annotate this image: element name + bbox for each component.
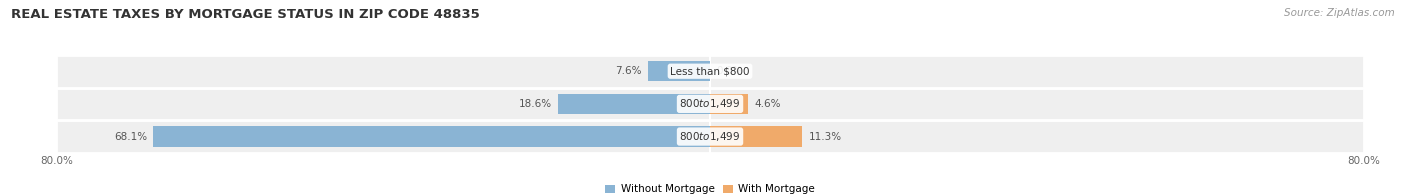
- Bar: [710, 126, 803, 147]
- Text: REAL ESTATE TAXES BY MORTGAGE STATUS IN ZIP CODE 48835: REAL ESTATE TAXES BY MORTGAGE STATUS IN …: [11, 8, 479, 21]
- Text: 68.1%: 68.1%: [114, 132, 148, 142]
- Bar: [710, 94, 748, 114]
- Bar: [153, 126, 710, 147]
- Text: 7.6%: 7.6%: [614, 66, 641, 76]
- Bar: [648, 61, 710, 81]
- Bar: [558, 94, 710, 114]
- Bar: [56, 88, 1364, 120]
- Text: 18.6%: 18.6%: [519, 99, 551, 109]
- Legend: Without Mortgage, With Mortgage: Without Mortgage, With Mortgage: [600, 180, 820, 196]
- Text: 11.3%: 11.3%: [808, 132, 842, 142]
- Text: $800 to $1,499: $800 to $1,499: [679, 130, 741, 143]
- Bar: [56, 120, 1364, 153]
- Text: $800 to $1,499: $800 to $1,499: [679, 97, 741, 110]
- Text: Source: ZipAtlas.com: Source: ZipAtlas.com: [1284, 8, 1395, 18]
- Text: 0.0%: 0.0%: [717, 66, 742, 76]
- Bar: [56, 55, 1364, 88]
- Text: Less than $800: Less than $800: [671, 66, 749, 76]
- Text: 4.6%: 4.6%: [754, 99, 780, 109]
